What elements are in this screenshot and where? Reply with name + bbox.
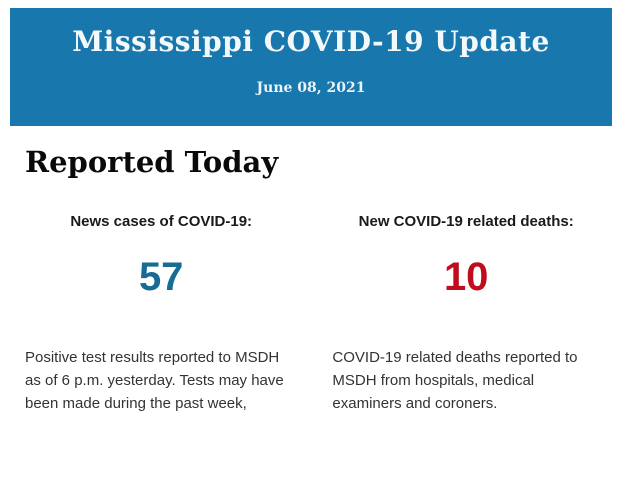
related-deaths-description: COVID-19 related deaths reported to MSDH… (332, 349, 578, 412)
new-cases-description: Positive test results reported to MSDH a… (25, 349, 284, 412)
stat-related-deaths: New COVID-19 related deaths: 10 COVID-19… (332, 212, 600, 415)
new-cases-value: 57 (138, 255, 184, 299)
header-date: June 08, 2021 (256, 80, 366, 96)
section-heading: Reported Today (25, 145, 279, 179)
main-content: Reported Today News cases of COVID-19: 5… (25, 126, 600, 415)
stat-new-cases: News cases of COVID-19: 57 Positive test… (25, 212, 297, 415)
related-deaths-value: 10 (443, 255, 489, 299)
stats-row: News cases of COVID-19: 57 Positive test… (25, 212, 600, 415)
page-title: Mississippi COVID-19 Update (72, 25, 550, 58)
header-banner: Mississippi COVID-19 Update June 08, 202… (10, 8, 612, 126)
new-cases-label: News cases of COVID-19: (70, 213, 253, 230)
related-deaths-label: New COVID-19 related deaths: (358, 213, 574, 230)
